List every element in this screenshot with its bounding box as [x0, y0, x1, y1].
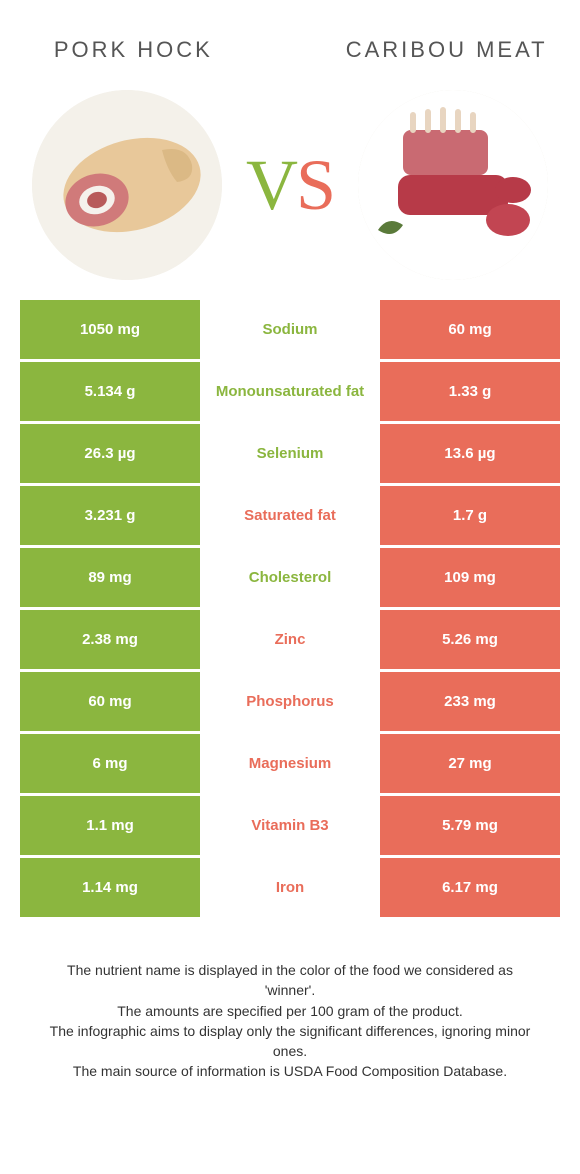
right-value: 5.26 mg	[380, 610, 560, 669]
right-value: 60 mg	[380, 300, 560, 359]
left-value: 6 mg	[20, 734, 200, 793]
right-value: 109 mg	[380, 548, 560, 607]
left-food-image	[32, 90, 222, 280]
left-food-title: Pork hock	[23, 36, 243, 65]
pork-hock-icon	[32, 90, 222, 280]
table-row: 1050 mgSodium60 mg	[20, 300, 560, 359]
nutrient-label: Magnesium	[200, 734, 380, 793]
footer-line: The amounts are specified per 100 gram o…	[40, 1001, 540, 1021]
right-value: 6.17 mg	[380, 858, 560, 917]
nutrient-label: Phosphorus	[200, 672, 380, 731]
vs-v: V	[246, 145, 296, 225]
nutrient-label: Cholesterol	[200, 548, 380, 607]
vs-s: S	[296, 145, 334, 225]
left-value: 5.134 g	[20, 362, 200, 421]
images-row: VS	[0, 90, 580, 300]
nutrient-label: Iron	[200, 858, 380, 917]
table-row: 3.231 gSaturated fat1.7 g	[20, 486, 560, 545]
left-value: 3.231 g	[20, 486, 200, 545]
footer-line: The nutrient name is displayed in the co…	[40, 960, 540, 1001]
footer-line: The infographic aims to display only the…	[40, 1021, 540, 1062]
nutrient-label: Selenium	[200, 424, 380, 483]
table-row: 1.14 mgIron6.17 mg	[20, 858, 560, 917]
left-value: 60 mg	[20, 672, 200, 731]
table-row: 89 mgCholesterol109 mg	[20, 548, 560, 607]
left-value: 1.14 mg	[20, 858, 200, 917]
footer-line: The main source of information is USDA F…	[40, 1061, 540, 1081]
left-value: 1050 mg	[20, 300, 200, 359]
left-value: 2.38 mg	[20, 610, 200, 669]
right-value: 1.33 g	[380, 362, 560, 421]
left-value: 89 mg	[20, 548, 200, 607]
footer-notes: The nutrient name is displayed in the co…	[0, 920, 580, 1082]
nutrient-label: Zinc	[200, 610, 380, 669]
right-food-image	[358, 90, 548, 280]
nutrient-label: Monounsaturated fat	[200, 362, 380, 421]
right-value: 1.7 g	[380, 486, 560, 545]
table-row: 1.1 mgVitamin B35.79 mg	[20, 796, 560, 855]
right-value: 233 mg	[380, 672, 560, 731]
right-value: 27 mg	[380, 734, 560, 793]
right-food-title: Caribou meat	[337, 36, 557, 65]
right-value: 13.6 µg	[380, 424, 560, 483]
caribou-meat-icon	[358, 90, 548, 280]
right-value: 5.79 mg	[380, 796, 560, 855]
vs-label: VS	[246, 144, 334, 227]
nutrient-label: Sodium	[200, 300, 380, 359]
comparison-table: 1050 mgSodium60 mg5.134 gMonounsaturated…	[0, 300, 580, 917]
left-value: 1.1 mg	[20, 796, 200, 855]
header: Pork hock Caribou meat	[0, 0, 580, 90]
table-row: 6 mgMagnesium27 mg	[20, 734, 560, 793]
nutrient-label: Saturated fat	[200, 486, 380, 545]
table-row: 5.134 gMonounsaturated fat1.33 g	[20, 362, 560, 421]
table-row: 60 mgPhosphorus233 mg	[20, 672, 560, 731]
table-row: 2.38 mgZinc5.26 mg	[20, 610, 560, 669]
left-value: 26.3 µg	[20, 424, 200, 483]
nutrient-label: Vitamin B3	[200, 796, 380, 855]
table-row: 26.3 µgSelenium13.6 µg	[20, 424, 560, 483]
